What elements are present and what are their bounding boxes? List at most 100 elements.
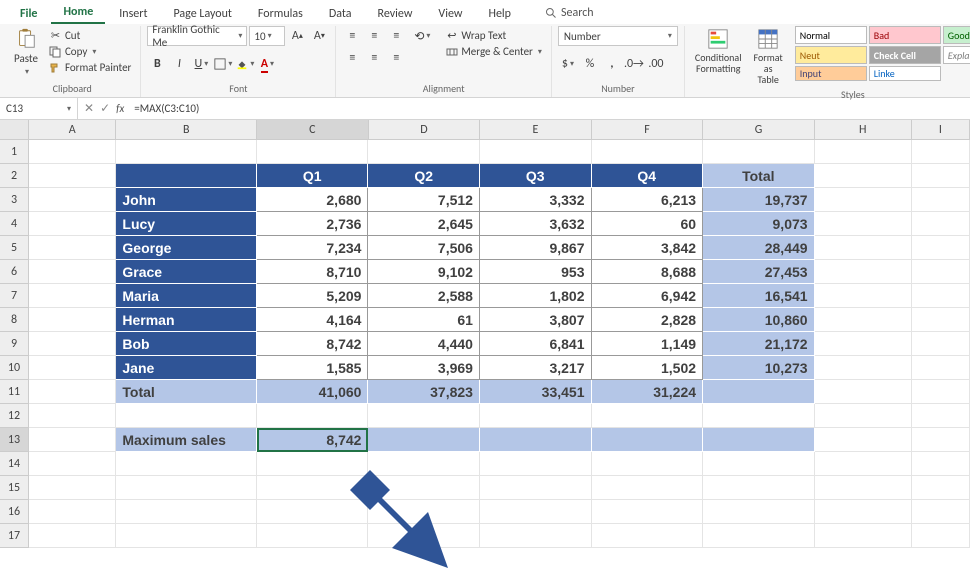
col-header-G[interactable]: G — [703, 120, 815, 139]
cell-I5[interactable] — [912, 236, 970, 260]
cell-D8[interactable]: 61 — [368, 308, 480, 332]
cut-button[interactable]: ✂Cut — [46, 28, 134, 43]
row-header-7[interactable]: 7 — [0, 284, 29, 308]
cell-F2[interactable]: Q4 — [592, 164, 704, 188]
decrease-decimal-button[interactable]: .00 — [646, 54, 666, 74]
cell-D9[interactable]: 4,440 — [368, 332, 480, 356]
tab-home[interactable]: Home — [51, 1, 105, 24]
tab-view[interactable]: View — [426, 3, 474, 24]
cell-E15[interactable] — [480, 476, 592, 500]
align-right-button[interactable]: ≡ — [386, 48, 406, 68]
grid-rows[interactable]: 12Q1Q2Q3Q4Total3John2,6807,5123,3326,213… — [0, 140, 970, 548]
cell-I4[interactable] — [912, 212, 970, 236]
cell-H4[interactable] — [815, 212, 912, 236]
row-header-5[interactable]: 5 — [0, 236, 29, 260]
cell-B14[interactable] — [116, 452, 257, 476]
number-format-combo[interactable]: Number▾ — [558, 26, 678, 46]
cell-A2[interactable] — [29, 164, 116, 188]
align-center-button[interactable]: ≡ — [364, 48, 384, 68]
cell-H16[interactable] — [815, 500, 912, 524]
fill-color-button[interactable]: ▾ — [235, 54, 255, 74]
cell-G5[interactable]: 28,449 — [703, 236, 815, 260]
conditional-formatting-button[interactable]: Conditional Formatting — [691, 26, 746, 76]
cell-C12[interactable] — [257, 404, 369, 428]
merge-center-button[interactable]: Merge & Center▾ — [442, 44, 545, 59]
tab-review[interactable]: Review — [366, 3, 425, 24]
cell-G17[interactable] — [703, 524, 815, 548]
cell-D16[interactable] — [368, 500, 480, 524]
col-header-C[interactable]: C — [257, 120, 369, 139]
cell-I11[interactable] — [912, 380, 970, 404]
cell-E16[interactable] — [480, 500, 592, 524]
cell-H10[interactable] — [815, 356, 912, 380]
increase-font-button[interactable]: A▴ — [287, 26, 307, 46]
cell-F4[interactable]: 60 — [592, 212, 704, 236]
cell-I8[interactable] — [912, 308, 970, 332]
select-all-corner[interactable] — [0, 120, 29, 139]
cell-C16[interactable] — [257, 500, 369, 524]
cell-D17[interactable] — [368, 524, 480, 548]
cell-H14[interactable] — [815, 452, 912, 476]
copy-button[interactable]: Copy▾ — [46, 44, 134, 59]
cell-F14[interactable] — [592, 452, 704, 476]
cell-C6[interactable]: 8,710 — [257, 260, 369, 284]
row-header-16[interactable]: 16 — [0, 500, 29, 524]
row-header-8[interactable]: 8 — [0, 308, 29, 332]
cell-D6[interactable]: 9,102 — [368, 260, 480, 284]
cell-C2[interactable]: Q1 — [257, 164, 369, 188]
row-header-11[interactable]: 11 — [0, 380, 29, 404]
cell-F3[interactable]: 6,213 — [592, 188, 704, 212]
tab-file[interactable]: File — [8, 3, 49, 24]
cell-style-bad[interactable]: Bad — [869, 26, 941, 44]
align-top-button[interactable]: ≡ — [342, 26, 362, 46]
cell-style-good[interactable]: Good — [943, 26, 970, 44]
cell-A11[interactable] — [29, 380, 116, 404]
col-header-F[interactable]: F — [592, 120, 704, 139]
row-header-9[interactable]: 9 — [0, 332, 29, 356]
cell-C7[interactable]: 5,209 — [257, 284, 369, 308]
cell-G16[interactable] — [703, 500, 815, 524]
cell-D12[interactable] — [368, 404, 480, 428]
cell-B11[interactable]: Total — [116, 380, 257, 404]
tab-help[interactable]: Help — [476, 3, 523, 24]
cell-A14[interactable] — [29, 452, 116, 476]
cell-C8[interactable]: 4,164 — [257, 308, 369, 332]
cell-C10[interactable]: 1,585 — [257, 356, 369, 380]
cell-H15[interactable] — [815, 476, 912, 500]
cell-F5[interactable]: 3,842 — [592, 236, 704, 260]
cell-A3[interactable] — [29, 188, 116, 212]
cell-E14[interactable] — [480, 452, 592, 476]
cell-I14[interactable] — [912, 452, 970, 476]
align-middle-button[interactable]: ≡ — [364, 26, 384, 46]
cell-A6[interactable] — [29, 260, 116, 284]
cell-C15[interactable] — [257, 476, 369, 500]
font-color-button[interactable]: A▾ — [257, 54, 277, 74]
cell-E1[interactable] — [480, 140, 592, 164]
cell-C13[interactable]: 8,742 — [257, 428, 369, 452]
cell-E8[interactable]: 3,807 — [480, 308, 592, 332]
cell-H8[interactable] — [815, 308, 912, 332]
cell-E10[interactable]: 3,217 — [480, 356, 592, 380]
cell-D3[interactable]: 7,512 — [368, 188, 480, 212]
cell-D4[interactable]: 2,645 — [368, 212, 480, 236]
cell-E2[interactable]: Q3 — [480, 164, 592, 188]
cell-C5[interactable]: 7,234 — [257, 236, 369, 260]
cell-A7[interactable] — [29, 284, 116, 308]
cell-A10[interactable] — [29, 356, 116, 380]
row-header-6[interactable]: 6 — [0, 260, 29, 284]
cell-F7[interactable]: 6,942 — [592, 284, 704, 308]
cell-I2[interactable] — [912, 164, 970, 188]
cell-H9[interactable] — [815, 332, 912, 356]
row-header-10[interactable]: 10 — [0, 356, 29, 380]
cell-I13[interactable] — [912, 428, 970, 452]
cell-C14[interactable] — [257, 452, 369, 476]
cell-H2[interactable] — [815, 164, 912, 188]
cell-C4[interactable]: 2,736 — [257, 212, 369, 236]
cell-I3[interactable] — [912, 188, 970, 212]
row-header-13[interactable]: 13 — [0, 428, 29, 452]
cell-B4[interactable]: Lucy — [116, 212, 257, 236]
cell-F6[interactable]: 8,688 — [592, 260, 704, 284]
cell-A5[interactable] — [29, 236, 116, 260]
enter-formula-button[interactable]: ✓ — [100, 101, 110, 116]
decrease-font-button[interactable]: A▾ — [309, 26, 329, 46]
